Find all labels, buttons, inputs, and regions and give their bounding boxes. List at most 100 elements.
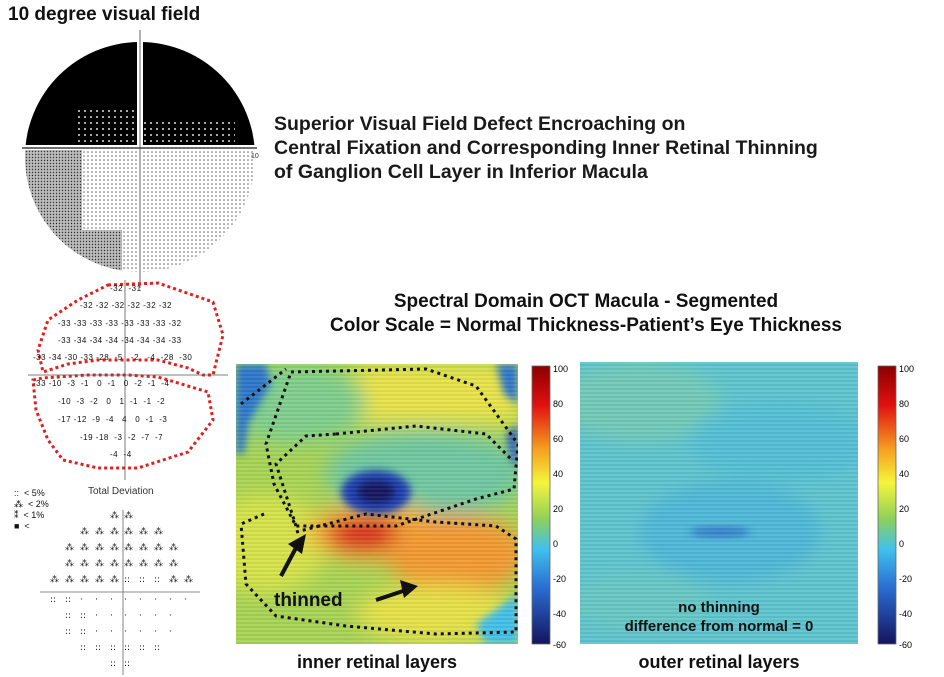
probability-symbol: :: — [154, 575, 160, 585]
td-row: -4 -4 — [110, 450, 132, 459]
probability-symbol: ⁂ — [184, 574, 193, 585]
probability-symbol: ⁂ — [139, 526, 148, 537]
oct-title-line: Spectral Domain OCT Macula - Segmented — [393, 291, 779, 312]
headline: Superior Visual Field Defect Encroaching… — [274, 112, 818, 184]
probability-symbol: · — [154, 627, 157, 637]
scale-tick: -60 — [899, 640, 912, 650]
probability-symbol: ⁂ — [50, 574, 59, 585]
probability-symbol: · — [139, 595, 142, 605]
probability-symbol: :: — [80, 643, 86, 653]
probability-symbol: · — [80, 595, 83, 605]
probability-symbol: ⁂ — [124, 526, 133, 537]
probability-symbol: :: — [139, 643, 145, 653]
probability-symbol: · — [110, 611, 113, 621]
scale-tick: 60 — [899, 434, 909, 444]
outer-panel-caption: outer retinal layers — [638, 652, 800, 672]
field-axis-label: 10 — [251, 153, 259, 160]
probability-symbol: ⁂ — [169, 558, 178, 569]
probability-symbol: · — [95, 611, 98, 621]
probability-legend: :: < 5% ⁂ < 2% ⁑ < 1% ■ < — [14, 488, 49, 532]
td-row: -19 -18 -3 -2 -7 -7 — [80, 433, 164, 442]
td-row: -10 -3 -2 0 1 -1 -1 -2 — [58, 397, 166, 406]
scale-tick: 80 — [553, 399, 563, 409]
probability-symbol: ⁂ — [169, 542, 178, 553]
inner-retinal-thickness-map: thinned — [236, 364, 518, 644]
scale-tick: 20 — [899, 504, 909, 514]
probability-symbol: :: — [110, 643, 116, 653]
scale-tick: 100 — [553, 364, 568, 374]
td-row: -32 -32 -32 -32 -32 -32 — [80, 301, 172, 310]
probability-symbol: ⁂ — [139, 542, 148, 553]
probability-symbol: ⁂ — [80, 542, 89, 553]
outer-color-scale: 100 80 60 40 20 0 -20 -40 -60 — [877, 364, 914, 650]
probability-symbol-plot: ⁂ ⁂⁂ ⁂ ⁂ ⁂ ⁂ ⁂⁂ ⁂ ⁂ ⁂ ⁂ ⁂ ⁂ ⁂⁂ ⁂ ⁂ ⁂ ⁂ ⁂ ⁂ ⁂⁂ ⁂ ⁂ ⁂ ⁂:::::: ⁂ ⁂:::… — [40, 510, 200, 675]
inner-panel-caption: inner retinal layers — [296, 652, 458, 672]
outer-retinal-thickness-map — [580, 362, 858, 644]
td-row: -33 -34 -34 -34 -34 -34 -34 -33 — [58, 336, 182, 345]
scale-tick: 40 — [899, 469, 909, 479]
legend-entry: :: < 5% — [14, 488, 45, 498]
annotation-line: difference from normal = 0 — [624, 618, 814, 635]
probability-symbol: ⁂ — [95, 526, 104, 537]
probability-symbol: :: — [110, 659, 116, 669]
thinned-annotation: thinned — [274, 590, 343, 611]
probability-symbol: ⁂ — [110, 542, 119, 553]
scale-tick: 0 — [899, 539, 904, 549]
probability-symbol: ⁂ — [65, 558, 74, 569]
probability-symbol: ⁂ — [80, 526, 89, 537]
probability-symbol: · — [124, 595, 127, 605]
probability-symbol: ⁂ — [80, 574, 89, 585]
probability-symbol: ⁂ — [65, 542, 74, 553]
probability-symbol: :: — [95, 643, 101, 653]
legend-entry: ⁑ < 1% — [14, 510, 45, 520]
probability-symbol: :: — [65, 627, 71, 637]
probability-symbol: · — [169, 627, 172, 637]
visual-field-greyscale-plot: 10 — [22, 30, 259, 288]
legend-entry: ■ < — [14, 521, 30, 531]
scale-tick: -40 — [899, 609, 912, 619]
probability-symbol: ⁂ — [80, 558, 89, 569]
probability-symbol: :: — [124, 643, 130, 653]
td-row: -33 -33 -33 -33 -33 -33 -33 -32 — [58, 319, 182, 328]
probability-symbol: ⁂ — [110, 526, 119, 537]
scale-tick: 100 — [899, 364, 914, 374]
headline-line: Central Fixation and Corresponding Inner… — [274, 137, 818, 159]
probability-symbol: :: — [124, 659, 130, 669]
probability-symbol: · — [110, 627, 113, 637]
total-deviation-label: Total Deviation — [88, 486, 154, 497]
annotation-line: no thinning — [678, 599, 760, 616]
probability-symbol: ⁂ — [95, 558, 104, 569]
td-row: -33 -34 -30 -33 -28 -5 -2 -4 -28 -30 — [33, 353, 193, 362]
probability-symbol: · — [154, 595, 157, 605]
scale-tick: -20 — [553, 574, 566, 584]
probability-symbol: :: — [50, 595, 56, 605]
probability-symbol: :: — [65, 595, 71, 605]
probability-symbol: ⁂ — [169, 574, 178, 585]
scale-tick: -60 — [553, 640, 566, 650]
total-deviation-grid: -32 -31 -32 -32 -32 -32 -32 -32 -33 -33 … — [28, 280, 228, 480]
no-thinning-annotation: no thinning difference from normal = 0 — [580, 598, 858, 636]
probability-symbol: ⁂ — [139, 558, 148, 569]
probability-symbol: ⁂ — [65, 574, 74, 585]
probability-symbol: · — [184, 595, 187, 605]
probability-symbol: ⁂ — [110, 574, 119, 585]
td-row: -33 -10 -3 -1 0 -1 0 -2 -1 -4 — [33, 379, 170, 388]
probability-symbol: ⁂ — [110, 510, 119, 521]
probability-symbol: ⁂ — [154, 542, 163, 553]
probability-symbol: · — [139, 611, 142, 621]
td-row: -17 -12 -9 -4 4 0 -1 -3 — [58, 415, 168, 424]
scale-tick: 20 — [553, 504, 563, 514]
probability-symbol: :: — [124, 575, 130, 585]
probability-symbol: :: — [139, 575, 145, 585]
probability-symbol: :: — [154, 643, 160, 653]
probability-symbol: · — [124, 627, 127, 637]
probability-symbol: :: — [80, 611, 86, 621]
oct-title-line: Color Scale = Normal Thickness-Patient’s… — [330, 315, 842, 336]
scale-tick: -20 — [899, 574, 912, 584]
visual-field-title: 10 degree visual field — [8, 4, 201, 25]
probability-symbol: ⁂ — [154, 558, 163, 569]
scale-tick: 0 — [553, 539, 558, 549]
probability-symbol: ⁂ — [154, 526, 163, 537]
probability-symbol: ⁂ — [110, 558, 119, 569]
probability-symbol: · — [154, 611, 157, 621]
